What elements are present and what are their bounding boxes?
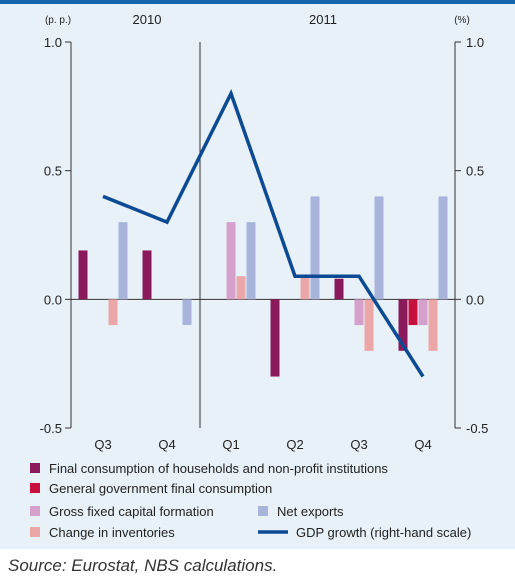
gdp-line-group <box>102 89 425 378</box>
legend-swatch <box>30 483 40 493</box>
bar <box>108 299 118 326</box>
bar <box>354 299 364 326</box>
bar <box>142 250 152 300</box>
legend-label: GDP growth (right-hand scale) <box>296 525 471 540</box>
legend-label: General government final consumption <box>49 481 272 496</box>
y-ticks: 1.0 1.0 0.5 0.5 0.0 0.0 -0.5 -0.5 <box>40 35 489 436</box>
right-axis-unit: (%) <box>454 15 470 26</box>
year-label-2011: 2011 <box>309 12 337 27</box>
bar <box>270 299 280 377</box>
left-tick-label: -0.5 <box>40 421 62 436</box>
left-axis-unit: (p. p.) <box>45 15 71 26</box>
left-tick-label: 0.0 <box>44 292 62 307</box>
legend-label: Change in inventories <box>49 525 175 540</box>
x-tick-label: Q2 <box>286 437 303 452</box>
legend-label: Final consumption of households and non-… <box>49 461 388 476</box>
legend-swatch <box>258 506 268 516</box>
legend-label: Net exports <box>277 504 344 519</box>
x-tick-label: Q3 <box>94 437 111 452</box>
left-tick-label: 1.0 <box>44 35 62 50</box>
bar <box>408 299 418 326</box>
left-tick-label: 0.5 <box>44 164 62 179</box>
x-tick-labels: Q3 Q4 Q1 Q2 Q3 Q4 <box>94 437 431 452</box>
bars <box>78 196 448 377</box>
legend-label: Gross fixed capital formation <box>49 504 214 519</box>
x-tick-label: Q1 <box>222 437 239 452</box>
chart: (p. p.) (%) 2010 2011 1.0 1.0 0.5 0.5 0.0 0.0… <box>30 12 489 540</box>
header-bar <box>0 0 515 4</box>
axes: (p. p.) (%) 2010 2011 <box>45 12 470 428</box>
x-tick-label: Q4 <box>158 437 175 452</box>
bar <box>78 250 88 300</box>
legend-swatch <box>30 463 40 473</box>
bar <box>246 222 256 300</box>
x-tick-label: Q4 <box>414 437 431 452</box>
year-label-2010: 2010 <box>133 12 162 27</box>
right-tick-label: 0.5 <box>466 164 484 179</box>
x-tick-label: Q3 <box>350 437 367 452</box>
right-tick-label: -0.5 <box>466 421 488 436</box>
bar <box>236 276 246 300</box>
source-note: Source: Eurostat, NBS calculations. <box>8 556 278 575</box>
bar <box>334 278 344 300</box>
bar <box>438 196 448 300</box>
bar <box>398 299 408 351</box>
bar <box>310 196 320 300</box>
bar <box>182 299 192 326</box>
legend-swatch <box>30 527 40 537</box>
bar <box>428 299 438 351</box>
legend: Final consumption of households and non-… <box>30 461 471 540</box>
bar <box>374 196 384 300</box>
right-tick-label: 0.0 <box>466 292 484 307</box>
bar <box>364 299 374 351</box>
bar <box>226 222 236 300</box>
bar <box>300 276 310 300</box>
bar <box>118 222 128 300</box>
bar <box>418 299 428 326</box>
right-tick-label: 1.0 <box>466 35 484 50</box>
gdp-growth-line <box>102 89 425 378</box>
legend-swatch <box>30 506 40 516</box>
